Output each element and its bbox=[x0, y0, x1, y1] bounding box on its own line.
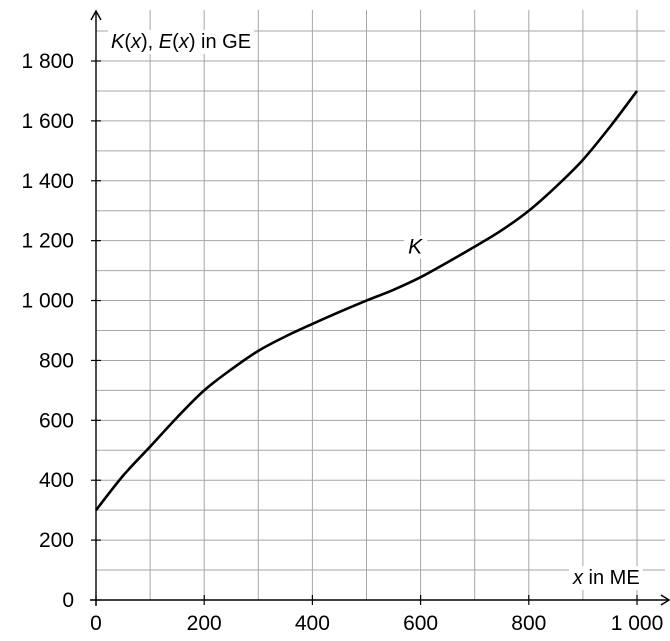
series bbox=[94, 90, 639, 511]
y-tick-label: 1 000 bbox=[21, 290, 74, 313]
curve-label-k-background bbox=[404, 235, 428, 259]
y-tick-label: 800 bbox=[39, 349, 74, 372]
y-tick-label: 1 600 bbox=[21, 110, 74, 133]
x-tick-label: 0 bbox=[90, 612, 102, 635]
x-tick-label: 1 000 bbox=[611, 612, 664, 635]
x-tick-label: 600 bbox=[403, 612, 438, 635]
y-axis-label-background bbox=[108, 30, 255, 54]
curve-label-k: K bbox=[408, 236, 423, 259]
grid bbox=[96, 10, 665, 600]
x-axis-label: x in ME bbox=[572, 567, 640, 589]
x-tick-label: 200 bbox=[187, 612, 222, 635]
y-axis-label: K(x), E(x) in GE bbox=[111, 31, 251, 53]
x-axis-label-background bbox=[569, 566, 643, 590]
y-axis-arrow bbox=[90, 9, 102, 21]
labels: K(x), E(x) in GE x in ME K bbox=[108, 30, 643, 590]
y-tick-label: 1 800 bbox=[21, 50, 74, 73]
series-line-k bbox=[94, 90, 639, 511]
y-tick-label: 400 bbox=[39, 469, 74, 492]
x-axis-arrow bbox=[660, 594, 670, 606]
y-tick-label: 1 200 bbox=[21, 230, 74, 253]
y-tick-label: 0 bbox=[62, 589, 74, 612]
y-tick-label: 1 400 bbox=[21, 170, 74, 193]
y-tick-label: 200 bbox=[39, 529, 74, 552]
y-tick-label: 600 bbox=[39, 409, 74, 432]
ticks: 0 200 400 600 800 1 000 0 200 400 600 800 1 000 1 20… bbox=[21, 50, 663, 635]
x-tick-label: 800 bbox=[511, 612, 546, 635]
axes bbox=[90, 9, 670, 606]
x-tick-label: 400 bbox=[295, 612, 330, 635]
